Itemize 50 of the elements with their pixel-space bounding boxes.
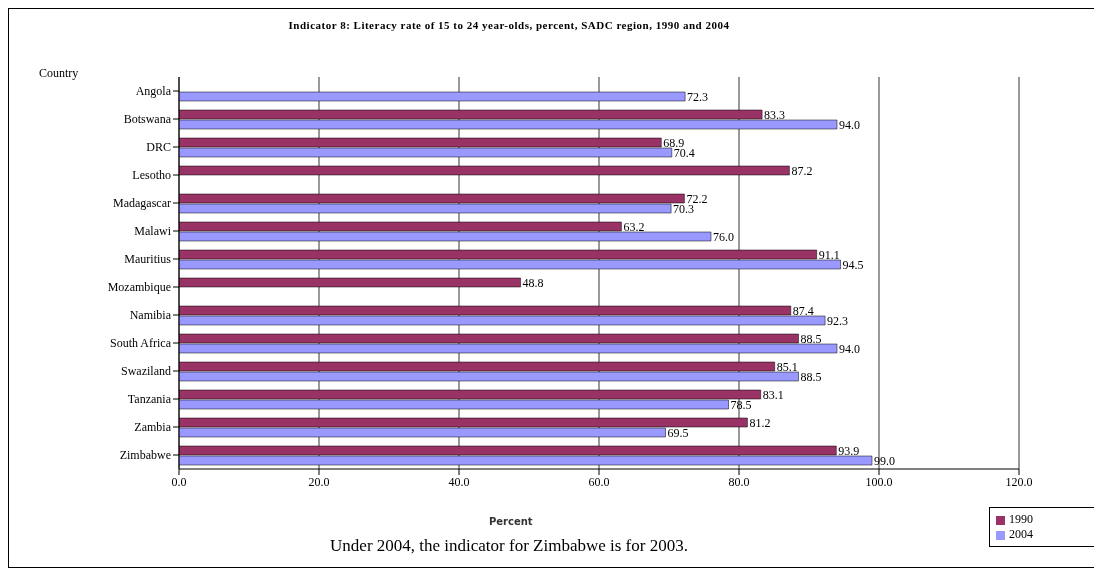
y-tick-label: Angola [135,84,172,99]
data-label: 78.5 [730,397,752,412]
x-tick-label: 60.0 [588,474,610,489]
y-tick-label: Zimbabwe [119,448,171,463]
y-tick-label: Zambia [134,420,172,435]
y-tick-label: DRC [146,140,171,155]
data-label: 76.0 [713,229,734,244]
data-label: 87.4 [792,303,814,318]
data-label: 48.8 [522,275,544,290]
x-axis-title: Percent [489,516,533,527]
data-label: 69.5 [667,425,689,440]
data-label: 83.3 [764,107,786,122]
data-label: 88.5 [800,369,822,384]
data-label: 72.2 [686,191,708,206]
data-label: 92.3 [827,313,849,328]
data-label: 68.9 [663,135,685,150]
data-label: 94.5 [842,257,864,272]
text: Under 2004, the indicator for Zimbabwe is for 2003. [329,536,689,556]
x-tick-label: 40.0 [448,474,470,489]
x-tick-label: 100.0 [865,474,893,489]
data-label: 91.1 [818,247,840,262]
x-tick-label: 80.0 [728,474,750,489]
data-label: 94.0 [839,341,860,356]
data-label: 93.9 [838,443,860,458]
data-label: 87.2 [791,163,813,178]
legend-label: 1990 [1009,512,1033,526]
y-axis-title: Country [39,66,79,81]
y-tick-label: Lesotho [132,168,171,183]
data-label: 99.0 [874,453,895,468]
data-label: 83.1 [762,387,784,402]
y-tick-label: Swaziland [121,364,171,379]
data-label: 72.3 [687,89,709,104]
x-tick-label: 120.0 [1005,474,1033,489]
y-tick-label: Namibia [129,308,172,323]
x-tick-label: 0.0 [171,474,187,489]
y-tick-label: Mozambique [107,280,171,295]
legend-label: 2004 [1009,527,1033,541]
y-tick-label: Mauritius [124,252,172,267]
data-label: 63.2 [623,219,645,234]
y-tick-label: Madagascar [113,196,171,211]
data-label: 88.5 [800,331,822,346]
y-tick-label: South Africa [110,336,172,351]
chart-title: Indicator 8: Literacy rate of 15 to 24 year-olds, percent, SADC region, 1990 and 2004 [287,19,731,31]
data-label: 81.2 [749,415,771,430]
x-tick-label: 20.0 [308,474,330,489]
data-label: 85.1 [776,359,798,374]
y-tick-label: Tanzania [127,392,172,407]
y-tick-label: Malawi [134,224,172,239]
data-label: 94.0 [839,117,860,132]
y-tick-label: Botswana [123,112,172,127]
